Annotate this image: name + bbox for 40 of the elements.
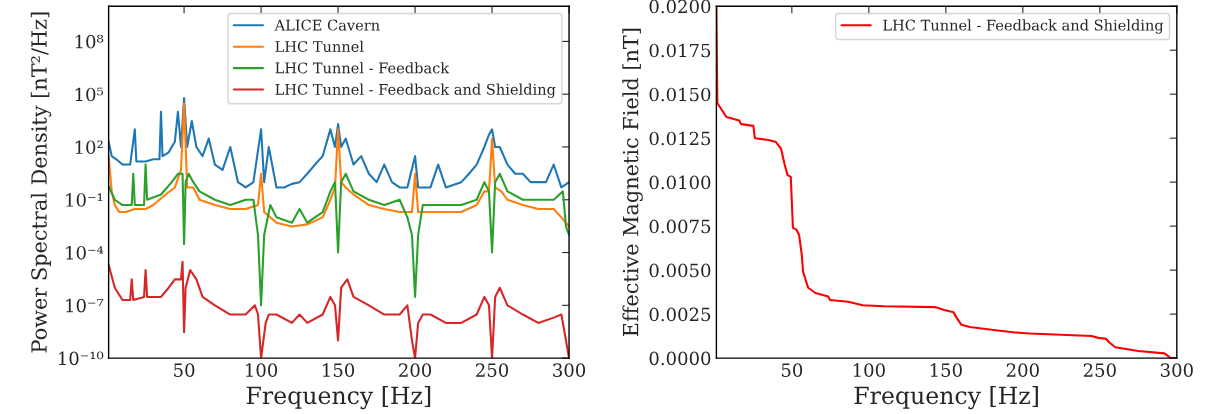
y-axis-title: Effective Magnetic Field [nT] [622,28,643,337]
x-tick-label: 50 [174,363,195,377]
legend-label: LHC Tunnel [275,40,364,53]
y-tick-label: 10⁵ [75,87,104,102]
y-tick-label: 0.0125 [649,131,711,146]
x-tick-label: 250 [476,363,509,377]
y-tick-label: 0.0025 [649,307,711,322]
x-tick-label: 100 [246,363,278,377]
x-tick-label: 150 [930,363,962,377]
x-tick-label: 200 [399,363,432,377]
x-axis-title: Frequency [Hz] [854,386,1038,410]
y-tick-label: 0.0200 [649,0,711,14]
x-tick-label: 150 [323,363,355,377]
y-tick-label: 0.0100 [649,175,711,190]
y-tick-label: 10⁻¹⁰ [58,351,104,366]
legend-label: LHC Tunnel - Feedback and Shielding [275,83,556,98]
x-tick-label: 250 [1083,363,1116,377]
line-series [108,97,570,189]
y-tick-label: 0.0050 [649,263,711,278]
x-axis-title: Frequency [Hz] [246,386,431,410]
legend-label: LHC Tunnel - Feedback [275,62,450,74]
x-tick-label: 300 [1160,363,1193,377]
y-axis-title: Power Spectral Density [nT²/Hz] [30,12,52,353]
y-tick-label: 10⁻⁴ [66,246,104,260]
x-tick-label: 100 [853,363,885,377]
y-tick-label: 10⁻¹ [66,193,103,207]
line-series [108,102,570,228]
legend-label: ALICE Cavern [274,19,380,31]
x-tick-label: 50 [781,363,803,377]
x-tick-label: 300 [553,363,586,377]
y-tick-label: 0.0000 [649,351,711,366]
y-tick-label: 10⁻⁷ [66,298,104,313]
line-series [108,163,570,307]
legend-label: LHC Tunnel - Feedback and Shielding [883,19,1164,34]
y-tick-label: 10² [75,140,103,155]
y-tick-label: 0.0150 [649,87,711,102]
y-tick-label: 0.0075 [649,219,711,234]
y-tick-label: 10⁸ [75,34,104,49]
x-tick-label: 200 [1006,363,1039,377]
y-tick-label: 0.0175 [649,43,711,58]
